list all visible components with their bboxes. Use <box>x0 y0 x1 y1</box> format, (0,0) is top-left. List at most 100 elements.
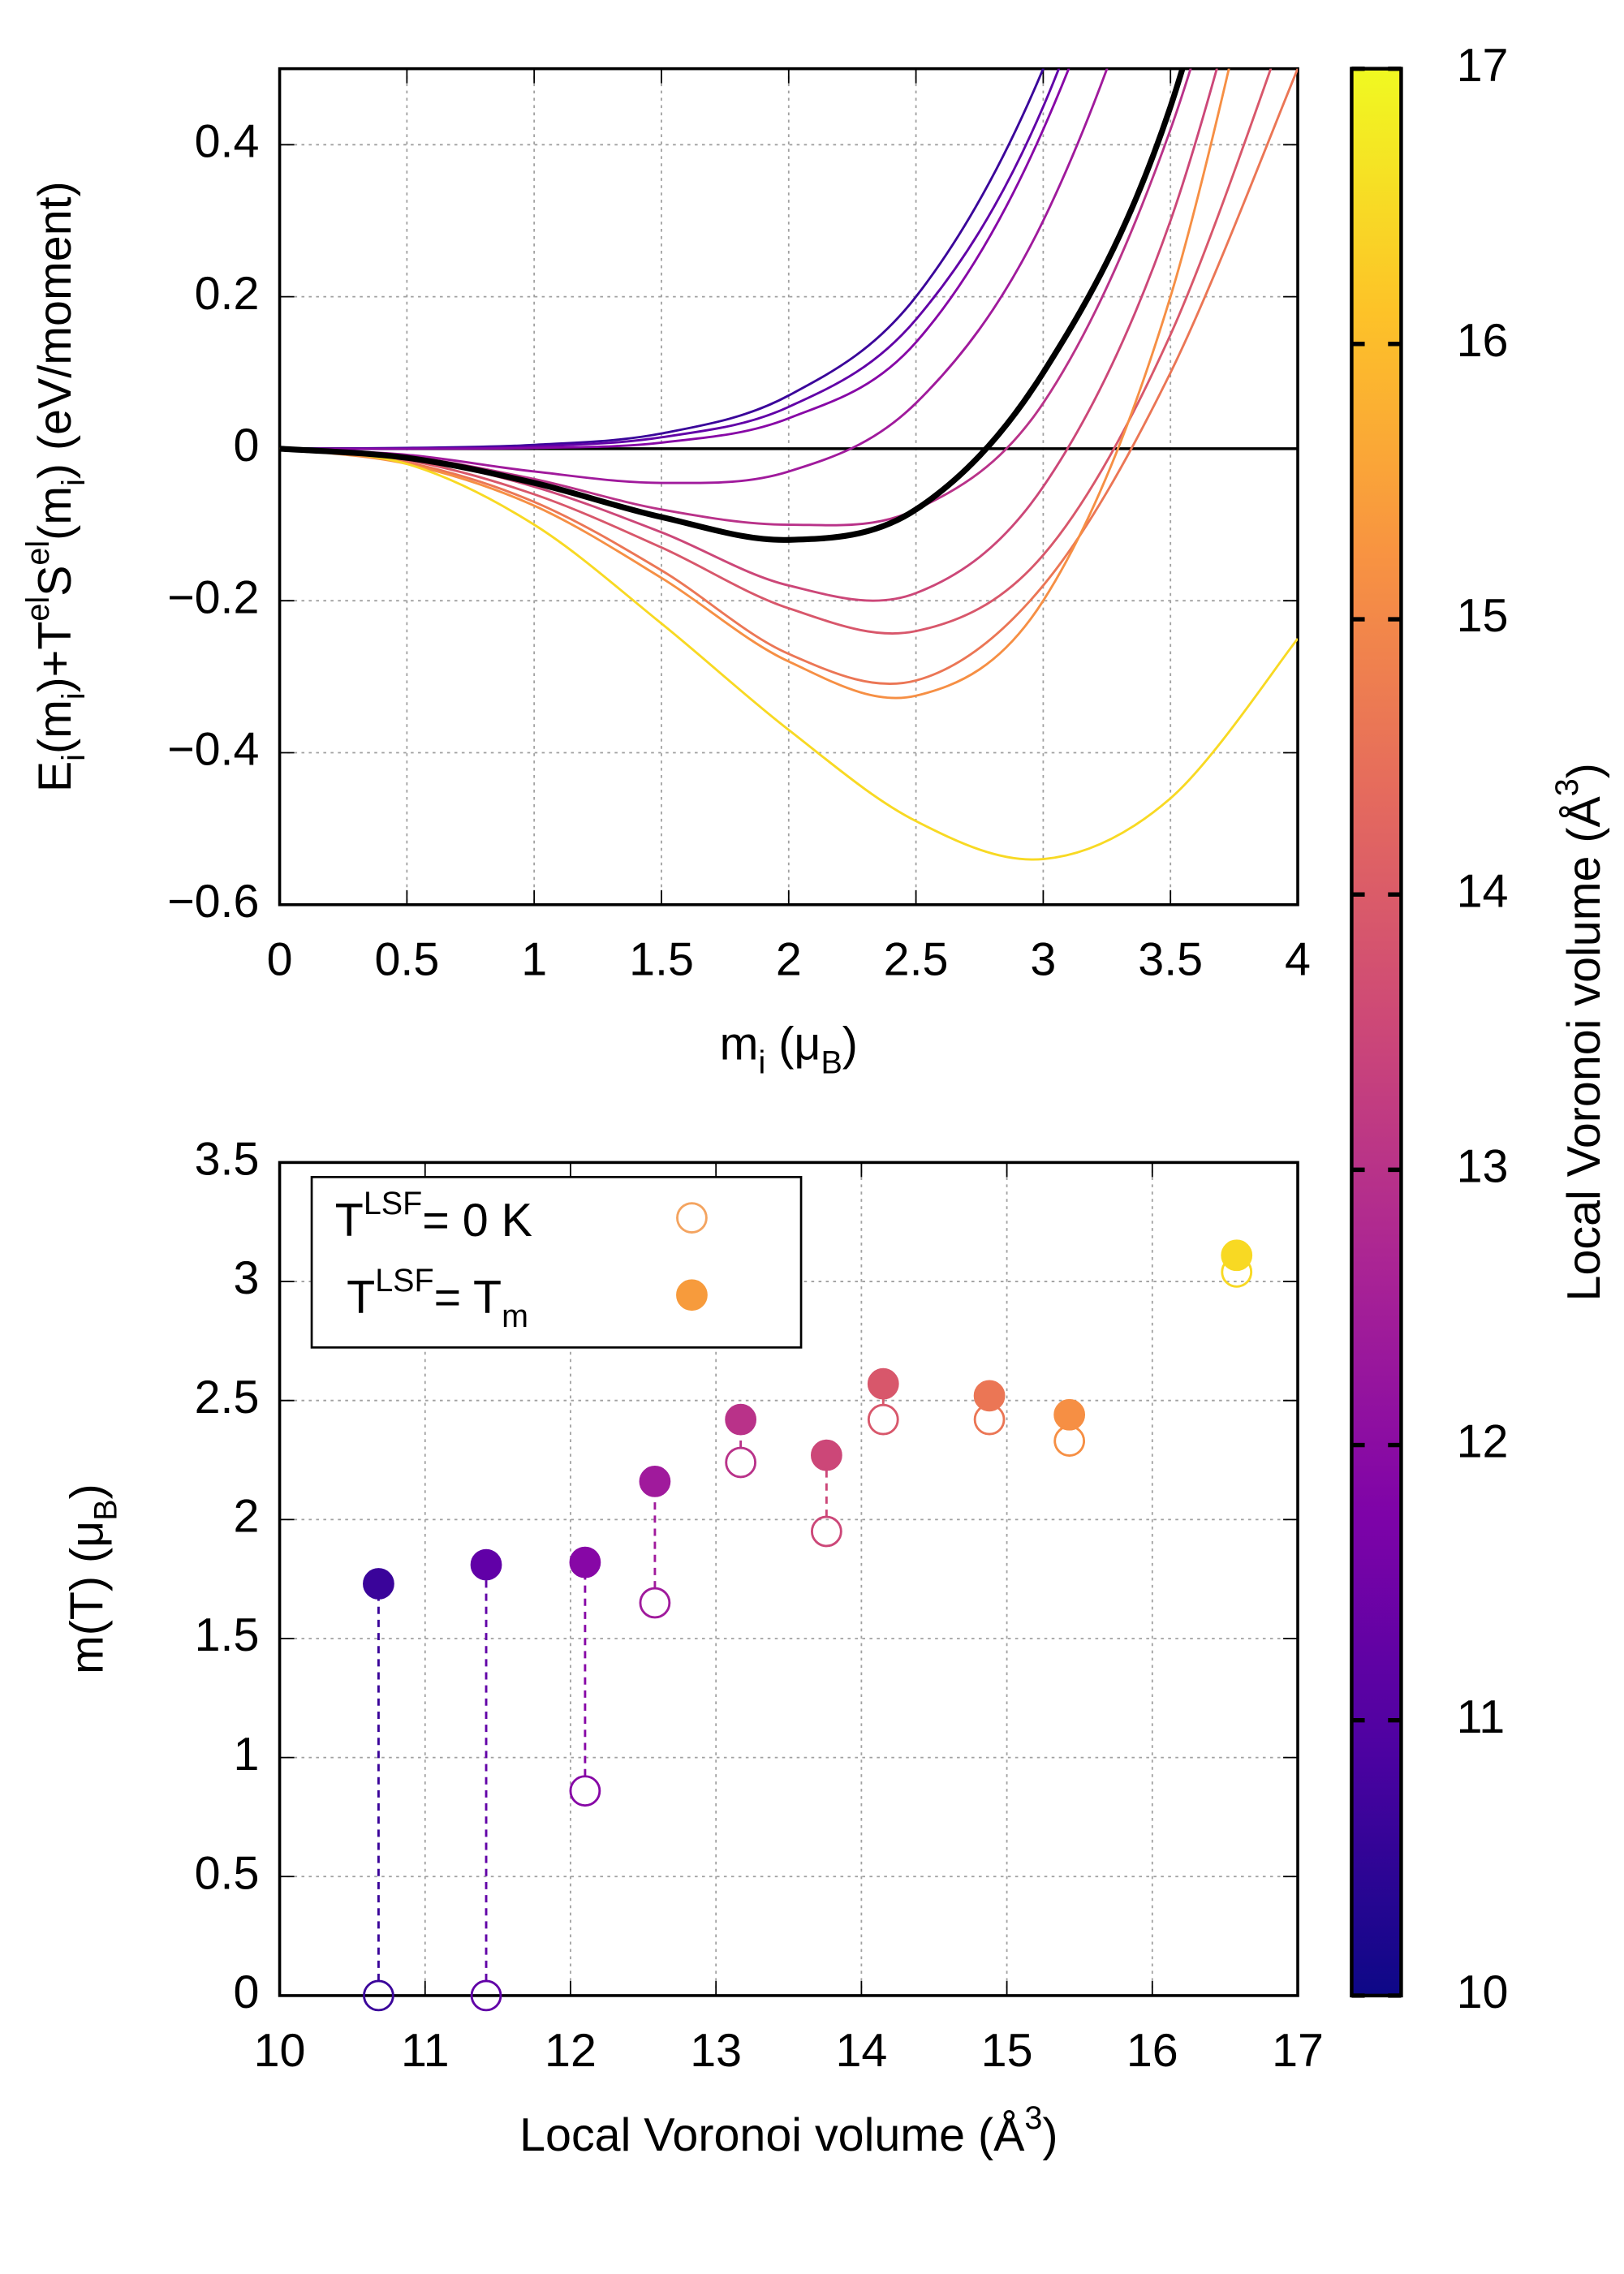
y-tick-label: 1.5 <box>195 1609 260 1661</box>
colorbar-tick-label: 17 <box>1457 40 1509 92</box>
point <box>810 1515 842 1548</box>
label-part: LSF <box>375 1263 433 1299</box>
label-part: i <box>56 692 92 700</box>
label-part: el <box>20 596 56 622</box>
curve <box>279 68 1273 635</box>
label-part: ) <box>61 1484 113 1499</box>
label-part: m <box>720 1019 759 1070</box>
y-tick-label: 3 <box>234 1252 260 1304</box>
curve <box>279 447 1299 861</box>
label-part: = 0 K <box>422 1195 532 1247</box>
x-tick-label: 1 <box>521 934 547 986</box>
label-part: E <box>29 761 81 792</box>
y-tick-label: 0 <box>234 420 260 472</box>
label-part: i <box>56 754 92 761</box>
point <box>867 1367 899 1400</box>
curve <box>279 68 1109 485</box>
point <box>363 1568 394 1600</box>
x-tick-label: 15 <box>981 2025 1033 2077</box>
point <box>470 1979 502 2012</box>
y-tick-label: −0.4 <box>167 724 259 776</box>
label-part: ) <box>842 1019 858 1070</box>
label-part: m <box>502 1299 528 1334</box>
label-part: B <box>821 1045 842 1081</box>
label-part: ) (eV/moment) <box>29 181 81 479</box>
x-axis-label: mi (μB) <box>720 1019 858 1081</box>
label-part: 3 <box>1024 2100 1042 2136</box>
label-part: )+T <box>29 622 81 693</box>
x-tick-label: 12 <box>545 2025 597 2077</box>
label-part: ) <box>1558 763 1610 778</box>
colorbar-tick-label: 11 <box>1457 1691 1506 1743</box>
label-part: T <box>347 1272 375 1324</box>
label-part: T <box>335 1195 364 1247</box>
legend-marker <box>676 1279 708 1311</box>
label-part: (m <box>29 486 81 541</box>
y-tick-label: 1 <box>234 1729 260 1781</box>
y-tick-label: 0 <box>234 1966 260 2018</box>
label-part: m(T) (μ <box>61 1521 113 1674</box>
point <box>973 1380 1006 1412</box>
x-tick-label: 17 <box>1272 2025 1324 2077</box>
point <box>1053 1398 1086 1431</box>
point <box>867 1403 899 1436</box>
point <box>569 1546 601 1578</box>
label-part: LSF <box>364 1186 422 1221</box>
x-tick-label: 16 <box>1126 2025 1178 2077</box>
colorbar-label: Local Voronoi volume (Å3) <box>1550 763 1611 1301</box>
x-tick-label: 3 <box>1030 934 1056 986</box>
label-part: ) <box>1042 2109 1058 2161</box>
x-tick-label: 10 <box>254 2025 306 2077</box>
colorbar-tick-label: 12 <box>1457 1416 1509 1468</box>
legend-marker <box>676 1202 708 1234</box>
curve <box>279 68 1299 686</box>
point <box>363 1979 394 2012</box>
y-tick-label: 2.5 <box>195 1372 260 1423</box>
y-tick-label: 2 <box>234 1491 260 1543</box>
y-axis-label: Ei(mi)+TelSel(mi) (eV/moment) <box>20 181 92 792</box>
y-tick-label: 0.5 <box>195 1847 260 1899</box>
x-tick-label: 11 <box>401 2025 450 2077</box>
point <box>1053 1425 1086 1457</box>
x-tick-label: 0 <box>267 934 293 986</box>
x-tick-label: 14 <box>835 2025 887 2077</box>
label-part: (m <box>29 700 81 754</box>
colorbar-tick-label: 16 <box>1457 315 1509 367</box>
y-axis-label: m(T) (μB) <box>61 1484 123 1674</box>
x-tick-label: 2.5 <box>884 934 949 986</box>
label-part: = T <box>434 1272 502 1324</box>
label-part: el <box>20 541 56 566</box>
x-tick-label: 4 <box>1285 934 1311 986</box>
legend-box <box>310 1176 803 1349</box>
point <box>1221 1239 1253 1272</box>
curve <box>279 68 1186 543</box>
label-part: (μ <box>765 1019 821 1070</box>
y-tick-label: 0.2 <box>195 268 260 320</box>
curve <box>279 68 1230 700</box>
curves <box>279 68 1299 861</box>
point <box>470 1548 502 1581</box>
point <box>810 1439 842 1471</box>
colorbar-tick-label: 13 <box>1457 1141 1509 1193</box>
x-axis-label: Local Voronoi volume (Å3) <box>519 2100 1058 2161</box>
label-part: B <box>88 1499 124 1520</box>
x-tick-label: 0.5 <box>374 934 439 986</box>
point <box>725 1403 757 1436</box>
point <box>569 1775 601 1807</box>
label-part: S <box>29 566 81 596</box>
colorbar <box>1350 67 1403 1998</box>
curve <box>279 68 1218 602</box>
x-tick-label: 13 <box>690 2025 742 2077</box>
curve <box>279 68 1070 450</box>
y-tick-label: 3.5 <box>195 1134 260 1186</box>
y-tick-label: −0.2 <box>167 571 259 623</box>
colorbar-tick-label: 14 <box>1457 865 1509 917</box>
plot-frame <box>278 1161 1299 1997</box>
x-tick-label: 3.5 <box>1138 934 1203 986</box>
label-part: i <box>56 479 92 486</box>
x-tick-label: 1.5 <box>629 934 694 986</box>
label-part: i <box>759 1045 766 1081</box>
label-part: Local Voronoi volume (Å <box>519 2109 1025 2161</box>
legend-label: TLSF= Tm <box>347 1263 528 1334</box>
